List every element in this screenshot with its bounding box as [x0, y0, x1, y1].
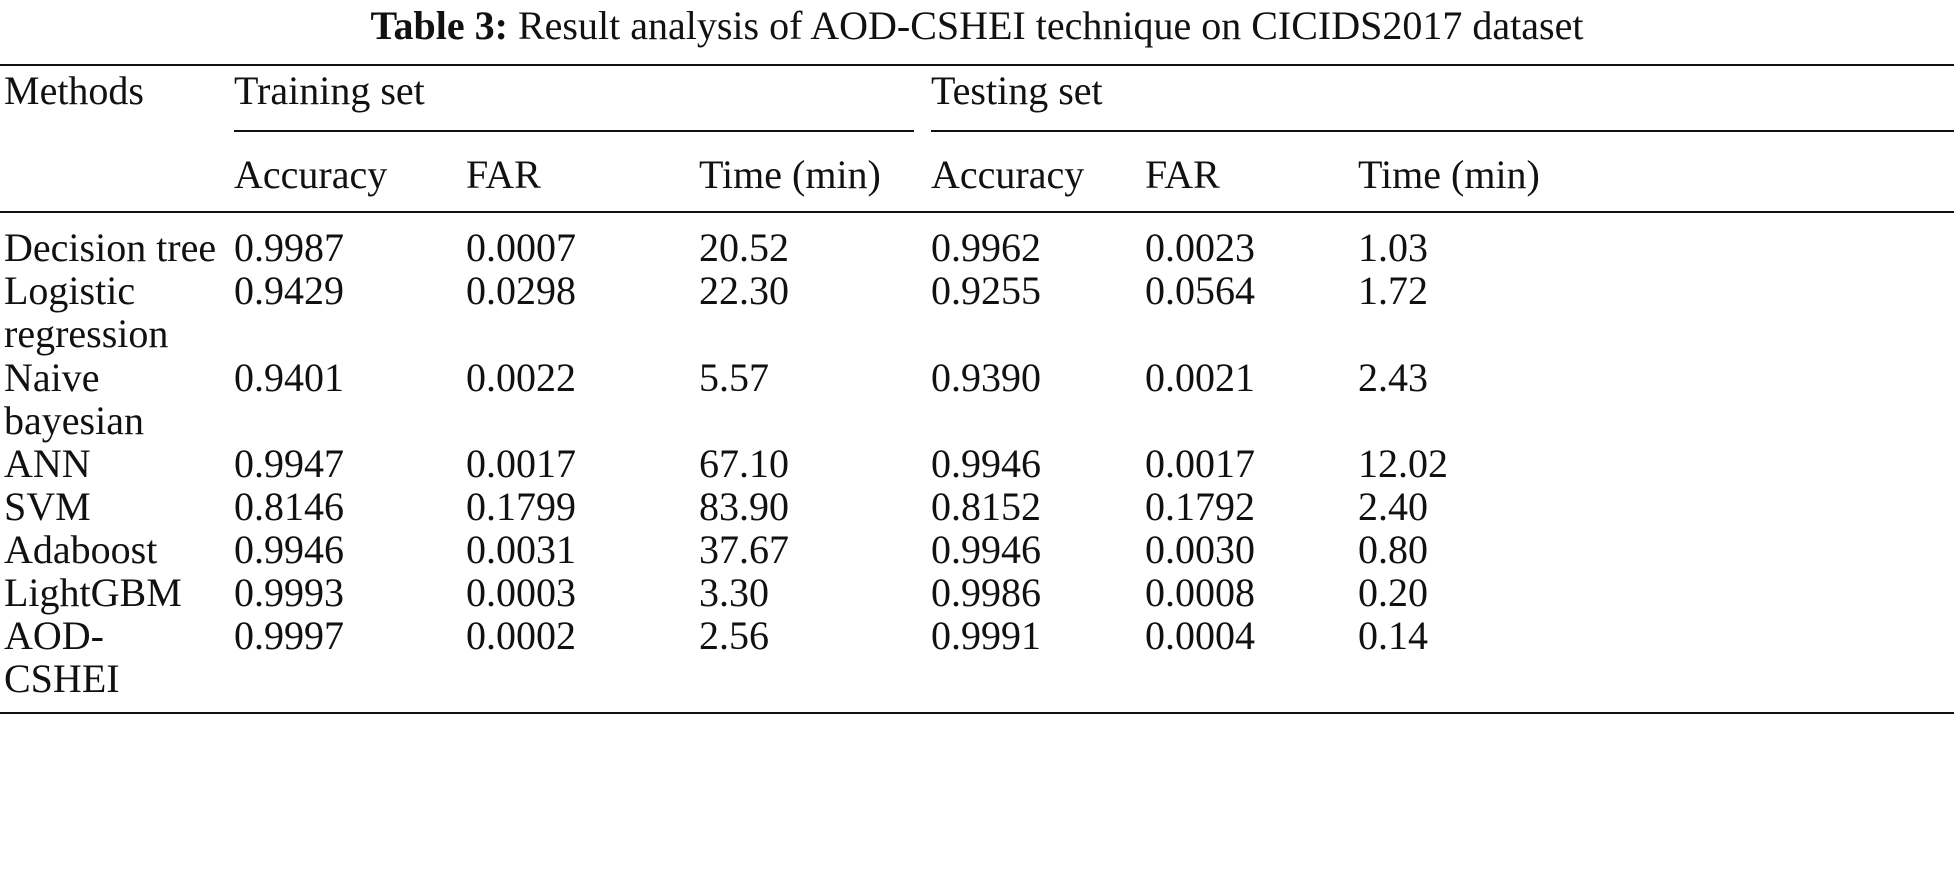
training-group-rule [234, 130, 914, 132]
col-header-testing-far: FAR [1145, 152, 1220, 197]
testing-group-rule [931, 130, 1954, 132]
table-row-method: ANN [4, 441, 91, 486]
table-cell: 67.10 [699, 441, 789, 486]
table-cell: 0.0021 [1145, 355, 1255, 400]
header-bottom-rule [0, 211, 1954, 213]
table-cell: 2.56 [699, 613, 769, 658]
table-row-method: LightGBM [4, 570, 182, 615]
table-cell: 0.0298 [466, 268, 576, 313]
table-caption: Table 3: Result analysis of AOD-CSHEI te… [0, 2, 1954, 50]
table-cell: 0.0023 [1145, 225, 1255, 270]
col-header-training-accuracy: Accuracy [234, 152, 388, 197]
table-cell: 0.80 [1358, 527, 1428, 572]
table-row-method-continued: CSHEI [4, 656, 120, 701]
table-cell: 0.0017 [466, 441, 576, 486]
table-cell: 0.0564 [1145, 268, 1255, 313]
table-cell: 0.1799 [466, 484, 576, 529]
table-top-rule [0, 64, 1954, 66]
table-cell: 0.14 [1358, 613, 1428, 658]
col-header-training-time: Time (min) [699, 152, 881, 197]
table-cell: 0.9429 [234, 268, 344, 313]
table-caption-text: Result analysis of AOD-CSHEI technique o… [518, 3, 1584, 48]
table-cell: 0.9946 [931, 441, 1041, 486]
table-row-method: AOD- [4, 613, 104, 658]
table-cell: 1.72 [1358, 268, 1428, 313]
col-header-training-far: FAR [466, 152, 541, 197]
table-cell: 3.30 [699, 570, 769, 615]
col-header-testing-accuracy: Accuracy [931, 152, 1085, 197]
table-cell: 20.52 [699, 225, 789, 270]
table-cell: 0.9986 [931, 570, 1041, 615]
table-cell: 0.20 [1358, 570, 1428, 615]
table-row-method: Decision tree [4, 225, 217, 270]
table-row-method-continued: bayesian [4, 398, 144, 443]
table-cell: 0.9390 [931, 355, 1041, 400]
table-cell: 0.9997 [234, 613, 344, 658]
table-cell: 0.0004 [1145, 613, 1255, 658]
table-cell: 0.9255 [931, 268, 1041, 313]
table-cell: 0.9987 [234, 225, 344, 270]
table-cell: 0.9946 [931, 527, 1041, 572]
table-cell: 83.90 [699, 484, 789, 529]
col-header-testing-time: Time (min) [1358, 152, 1540, 197]
table-cell: 0.8152 [931, 484, 1041, 529]
table-cell: 5.57 [699, 355, 769, 400]
table-cell: 0.0002 [466, 613, 576, 658]
table-row-method: Logistic [4, 268, 136, 313]
table-cell: 0.1792 [1145, 484, 1255, 529]
methods-header: Methods [4, 68, 144, 113]
table-cell: 2.43 [1358, 355, 1428, 400]
table-cell: 1.03 [1358, 225, 1428, 270]
table-cell: 12.02 [1358, 441, 1448, 486]
testing-set-header: Testing set [931, 68, 1103, 113]
table-cell: 0.0008 [1145, 570, 1255, 615]
table-cell: 37.67 [699, 527, 789, 572]
table-cell: 0.9946 [234, 527, 344, 572]
table-cell: 0.9991 [931, 613, 1041, 658]
table-cell: 0.9993 [234, 570, 344, 615]
table-cell: 0.9401 [234, 355, 344, 400]
table-row-method: SVM [4, 484, 91, 529]
table-cell: 0.9947 [234, 441, 344, 486]
table-cell: 0.0003 [466, 570, 576, 615]
table-bottom-rule [0, 712, 1954, 714]
table-cell: 2.40 [1358, 484, 1428, 529]
table-row-method-continued: regression [4, 311, 169, 356]
table-cell: 0.0030 [1145, 527, 1255, 572]
table-cell: 0.9962 [931, 225, 1041, 270]
table-cell: 22.30 [699, 268, 789, 313]
table-row-method: Naive [4, 355, 100, 400]
training-set-header: Training set [234, 68, 425, 113]
table-cell: 0.0007 [466, 225, 576, 270]
table-cell: 0.0017 [1145, 441, 1255, 486]
table-cell: 0.8146 [234, 484, 344, 529]
table-cell: 0.0031 [466, 527, 576, 572]
table-caption-label: Table 3: [370, 3, 508, 48]
table-cell: 0.0022 [466, 355, 576, 400]
table-row-method: Adaboost [4, 527, 158, 572]
